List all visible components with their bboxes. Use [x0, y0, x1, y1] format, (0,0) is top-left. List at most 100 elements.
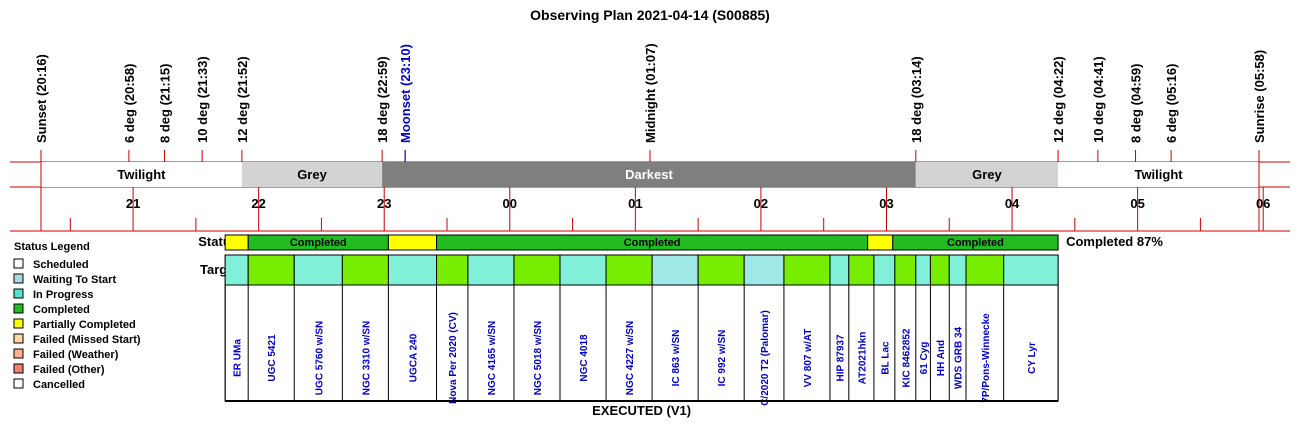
target-block	[829, 254, 850, 286]
target-name: UGC 5760 w/SN	[314, 321, 325, 395]
target-name: NGC 4227 w/SN	[625, 321, 636, 395]
target-name: NGC 4165 w/SN	[487, 321, 498, 395]
period-band-darkest	[382, 162, 916, 187]
target-name: C/2020 T2 (Palomar)	[760, 310, 771, 406]
target-block	[783, 254, 831, 286]
event-label: 10 deg (04:41)	[1091, 56, 1106, 143]
period-band-grey	[915, 162, 1059, 187]
legend-label: Cancelled	[33, 379, 85, 391]
target-block	[915, 254, 931, 286]
target-name: IC 992 w/SN	[717, 330, 728, 387]
event-label: 8 deg (21:15)	[157, 64, 172, 143]
target-block	[293, 254, 343, 286]
legend-label: Scheduled	[33, 259, 89, 271]
status-block-partial	[867, 234, 894, 251]
legend-swatch	[13, 288, 24, 299]
target-block	[965, 254, 1005, 286]
event-label: 18 deg (22:59)	[375, 56, 390, 143]
target-block	[467, 254, 515, 286]
legend-label: Partially Completed	[33, 319, 136, 331]
hour-tick-label: 04	[1005, 196, 1020, 211]
target-block	[697, 254, 745, 286]
status-block-completed	[892, 234, 1059, 251]
legend-label: Failed (Other)	[33, 364, 105, 376]
target-name: Nova Per 2020 (CV)	[448, 312, 459, 404]
target-block	[605, 254, 653, 286]
event-label: 12 deg (04:22)	[1051, 56, 1066, 143]
target-name: UGCA 240	[408, 333, 419, 382]
chart-title: Observing Plan 2021-04-14 (S00885)	[530, 7, 770, 23]
target-name: BL Lac	[880, 341, 891, 375]
completion-label: Completed 87%	[1066, 234, 1163, 249]
legend-label: Waiting To Start	[33, 274, 116, 286]
target-block	[929, 254, 950, 286]
legend-swatch	[13, 318, 24, 329]
legend-swatch	[13, 258, 24, 269]
period-band-twilight	[41, 162, 242, 187]
target-block	[559, 254, 607, 286]
hour-tick-label: 05	[1130, 196, 1144, 211]
status-block-label: Completed	[624, 237, 681, 249]
hour-tick-label: 06	[1256, 196, 1270, 211]
target-block	[651, 254, 699, 286]
legend-label: In Progress	[33, 289, 94, 301]
status-block-label: Completed	[290, 237, 347, 249]
event-label: Sunrise (05:58)	[1252, 50, 1267, 143]
hour-tick-label: 23	[377, 196, 391, 211]
hour-tick-label: 21	[126, 196, 140, 211]
target-block	[948, 254, 967, 286]
target-name: NGC 5018 w/SN	[533, 321, 544, 395]
target-name: HH And	[936, 340, 947, 376]
legend-label: Failed (Weather)	[33, 349, 119, 361]
period-label-darkest: Darkest	[625, 167, 673, 182]
moonset-label: Moonset (23:10)	[398, 44, 413, 143]
target-block	[513, 254, 561, 286]
event-label: Sunset (20:16)	[34, 54, 49, 143]
target-name: WDS GRB 34	[954, 326, 965, 389]
target-name: CY Lyr	[1027, 342, 1038, 374]
period-label-grey: Grey	[297, 167, 327, 182]
target-name: KIC 8462852	[901, 328, 912, 387]
target-block	[1003, 254, 1059, 286]
target-name: HIP 87937	[835, 334, 846, 382]
period-band-grey	[241, 162, 383, 187]
target-block	[247, 254, 295, 286]
event-label: 12 deg (21:52)	[235, 56, 250, 143]
period-band-twilight	[1058, 162, 1259, 187]
target-name: VV 807 w/AT	[803, 329, 814, 388]
hour-tick-label: 03	[879, 196, 893, 211]
event-label: 8 deg (04:59)	[1129, 64, 1144, 143]
period-label-twilight: Twilight	[1134, 167, 1183, 182]
hour-tick-label: 02	[754, 196, 768, 211]
legend-swatch	[13, 273, 24, 284]
legend-swatch	[13, 363, 24, 374]
legend-label: Completed	[33, 304, 90, 316]
status-block-partial	[387, 234, 438, 251]
target-block	[894, 254, 917, 286]
target-block	[873, 254, 896, 286]
target-name: NGC 3310 w/SN	[361, 321, 372, 395]
event-label: 6 deg (05:16)	[1164, 64, 1179, 143]
event-label: Midnight (01:07)	[643, 43, 658, 143]
target-block	[224, 254, 249, 286]
legend-swatch	[13, 333, 24, 344]
target-name: UGC 5421	[267, 334, 278, 382]
legend-swatch	[13, 348, 24, 359]
period-label-grey: Grey	[972, 167, 1002, 182]
legend-label: Failed (Missed Start)	[33, 334, 141, 346]
period-label-twilight: Twilight	[117, 167, 166, 182]
footer-label: EXECUTED (V1)	[592, 403, 691, 418]
status-block-label: Completed	[947, 237, 1004, 249]
hour-tick-label: 22	[251, 196, 265, 211]
target-name: ER UMa	[233, 339, 244, 377]
target-block	[848, 254, 875, 286]
target-name: AT2021hkn	[857, 332, 868, 385]
event-label: 18 deg (03:14)	[909, 56, 924, 143]
legend-title: Status Legend	[14, 241, 90, 253]
target-name: 61 Cyg	[919, 342, 930, 375]
target-name: IC 863 w/SN	[671, 330, 682, 387]
target-name: 7P/Pons-Winnecke	[981, 313, 992, 403]
hour-tick-label: 01	[628, 196, 642, 211]
